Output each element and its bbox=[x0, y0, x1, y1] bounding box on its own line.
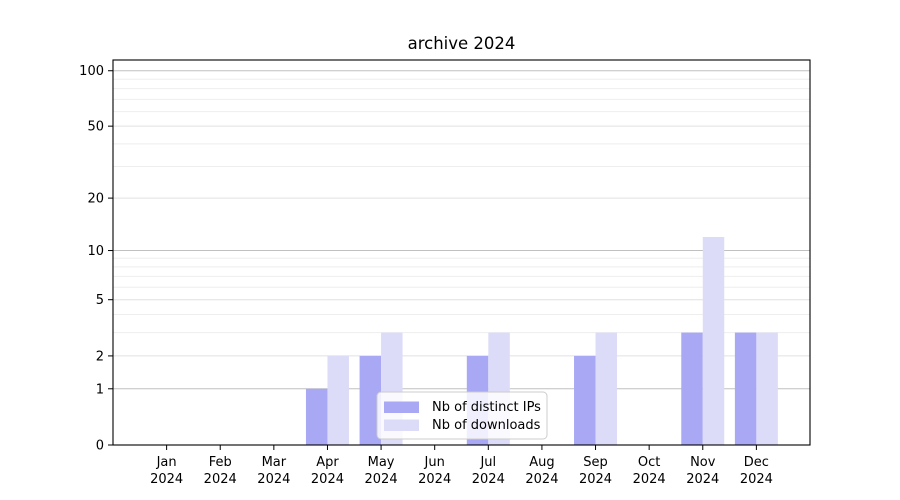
legend-label: Nb of downloads bbox=[432, 418, 541, 433]
y-tick-label: 50 bbox=[87, 120, 104, 135]
x-tick-label-month: Jul bbox=[479, 455, 496, 470]
x-tick-label-year: 2024 bbox=[257, 472, 290, 487]
x-tick-label-year: 2024 bbox=[740, 472, 773, 487]
x-tick-label-month: Aug bbox=[529, 455, 554, 470]
bar-sep-downloads bbox=[595, 332, 618, 445]
y-tick-label: 5 bbox=[96, 293, 104, 308]
x-tick-label-year: 2024 bbox=[525, 472, 558, 487]
y-tick-label: 10 bbox=[87, 244, 104, 259]
y-tick-label: 1 bbox=[96, 382, 104, 397]
x-tick-label-year: 2024 bbox=[579, 472, 612, 487]
bar-nov-ips bbox=[681, 332, 703, 445]
chart-title: archive 2024 bbox=[407, 34, 516, 53]
y-tick-label: 20 bbox=[87, 192, 104, 207]
x-tick-label-year: 2024 bbox=[686, 472, 719, 487]
x-tick-label-month: Jun bbox=[424, 455, 445, 470]
y-tick-label: 100 bbox=[79, 64, 104, 79]
x-tick-label-month: Jan bbox=[156, 455, 177, 470]
x-tick-label-month: Oct bbox=[638, 455, 660, 470]
x-tick-label-year: 2024 bbox=[633, 472, 666, 487]
x-tick-label-month: Nov bbox=[690, 455, 716, 470]
bar-may-ips bbox=[359, 355, 382, 445]
bar-apr-downloads bbox=[327, 355, 349, 445]
bar-dec-ips bbox=[734, 332, 757, 445]
legend-box bbox=[376, 391, 548, 440]
y-tick-label: 2 bbox=[96, 349, 104, 364]
x-tick-label-month: Dec bbox=[744, 455, 769, 470]
x-tick-label-year: 2024 bbox=[150, 472, 183, 487]
bar-apr-ips bbox=[305, 388, 328, 445]
plot-border bbox=[112, 59, 811, 446]
bar-dec-downloads bbox=[756, 332, 778, 445]
x-tick-label-month: Feb bbox=[209, 455, 232, 470]
bars bbox=[305, 236, 778, 445]
legend: Nb of distinct IPs Nb of downloads bbox=[376, 391, 548, 440]
x-tick-label-year: 2024 bbox=[365, 472, 398, 487]
legend-swatch bbox=[384, 401, 419, 413]
legend-label: Nb of distinct IPs bbox=[432, 400, 541, 415]
axis-ticks: 0 1 2 5 10 20 50 100 Jan 2024 Feb 2024 Mar 2024 Apr 202… bbox=[79, 64, 773, 487]
x-tick-label-month: Apr bbox=[316, 455, 339, 470]
x-tick-label-year: 2024 bbox=[472, 472, 505, 487]
x-tick-label-year: 2024 bbox=[204, 472, 237, 487]
y-tick-label: 0 bbox=[96, 439, 104, 454]
x-tick-label-month: Mar bbox=[262, 455, 287, 470]
x-tick-label-year: 2024 bbox=[418, 472, 451, 487]
x-tick-label-year: 2024 bbox=[311, 472, 344, 487]
x-tick-label-month: Sep bbox=[583, 455, 608, 470]
legend-swatch bbox=[384, 419, 419, 431]
bar-nov-downloads bbox=[702, 236, 725, 445]
bar-sep-ips bbox=[574, 355, 596, 445]
x-tick-label-month: May bbox=[368, 455, 395, 470]
